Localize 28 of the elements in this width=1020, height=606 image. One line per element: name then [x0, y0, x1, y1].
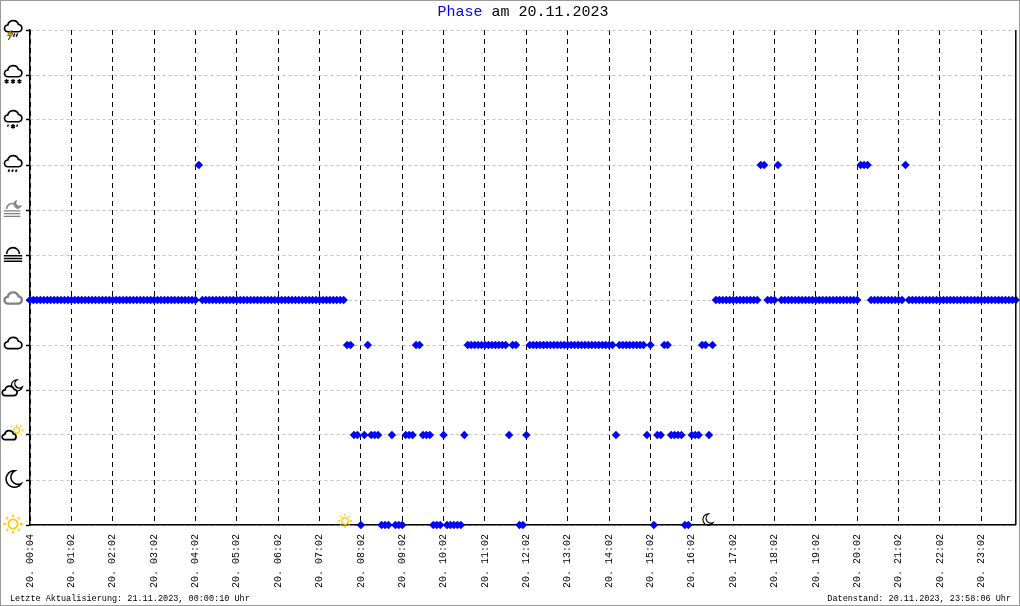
- x-tick-label: 20. 23:02: [975, 534, 987, 589]
- x-tick-label: 20. 21:02: [893, 534, 905, 589]
- x-tick-label: 20. 15:02: [645, 534, 657, 589]
- x-tick-label: 20. 16:02: [686, 534, 698, 589]
- x-tick-label: 20. 03:02: [148, 534, 160, 589]
- x-tick-label: 20. 10:02: [438, 534, 450, 589]
- text: Datenstand: 20.11.2023, 23:58:06 Uhr: [827, 594, 1011, 604]
- x-tick-label: 20. 11:02: [479, 534, 491, 589]
- x-tick-label: 20. 13:02: [562, 534, 574, 589]
- x-tick-label: 20. 17:02: [727, 534, 739, 589]
- x-tick-label: 20. 09:02: [396, 534, 408, 589]
- x-tick-label: 20. 05:02: [231, 534, 243, 589]
- x-tick-label: 20. 12:02: [520, 534, 532, 589]
- x-tick-label: 20. 06:02: [272, 534, 284, 589]
- x-tick-label: 20. 18:02: [769, 534, 781, 589]
- x-tick-label: 20. 02:02: [107, 534, 119, 589]
- x-tick-label: 20. 07:02: [314, 534, 326, 589]
- x-tick-label: 20. 00:04: [24, 534, 36, 589]
- x-tick-label: 20. 14:02: [603, 534, 615, 589]
- text: Letzte Aktualisierung: 21.11.2023, 00:00:10 Uhr: [10, 594, 250, 604]
- x-tick-label: 20. 08:02: [355, 534, 367, 589]
- chart-title: am 20.11.2023: [491, 4, 609, 21]
- x-tick-label: 20. 20:02: [851, 534, 863, 589]
- text: Phase: [437, 4, 483, 21]
- x-tick-label: 20. 04:02: [190, 534, 202, 589]
- x-tick-label: 20. 22:02: [934, 534, 946, 589]
- x-tick-label: 20. 01:02: [66, 534, 77, 589]
- x-tick-label: 20. 19:02: [810, 534, 822, 589]
